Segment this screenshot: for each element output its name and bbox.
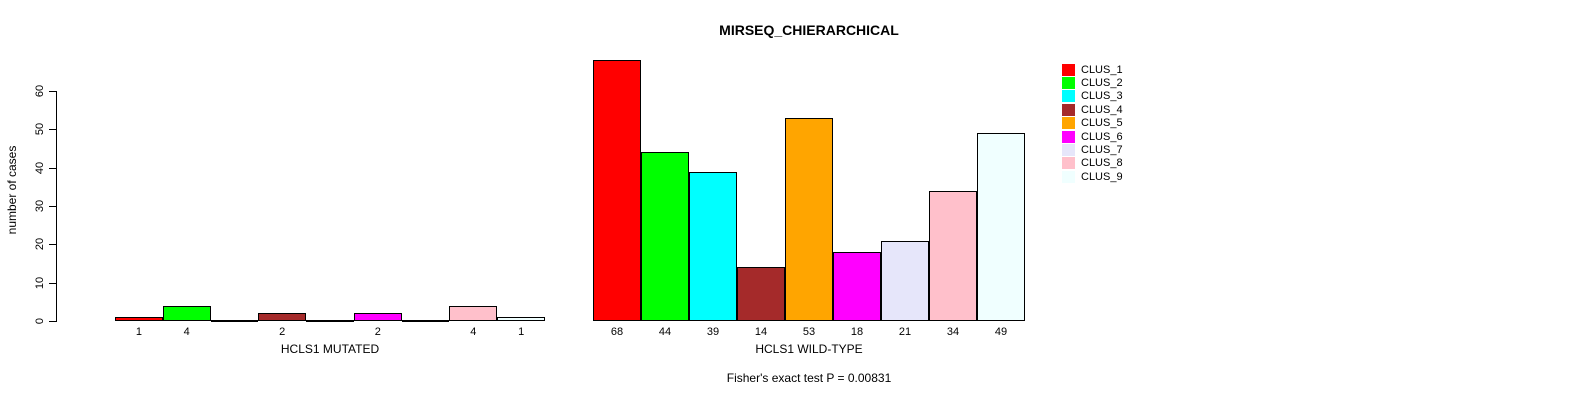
- legend-row: CLUS_6: [1062, 130, 1123, 143]
- legend-row: CLUS_4: [1062, 103, 1123, 116]
- y-axis-tick-label: 40: [34, 161, 46, 174]
- chart-title: MIRSEQ_CHIERARCHICAL: [719, 22, 899, 38]
- y-axis-tick: [49, 282, 56, 284]
- bar-CLUS_7: [401, 320, 450, 322]
- bar-CLUS_8: [449, 305, 498, 321]
- bar-value-label: 1: [135, 326, 142, 338]
- y-axis-tick: [49, 321, 56, 322]
- bar-value-label: 53: [802, 326, 816, 338]
- y-axis-tick-label: 20: [34, 238, 46, 251]
- y-axis-tick: [49, 206, 56, 207]
- bar-value-label: 14: [754, 326, 768, 338]
- bar-CLUS_9: [497, 317, 545, 321]
- bar-value-label: 2: [374, 326, 381, 338]
- bar-value-label: 49: [994, 326, 1008, 338]
- legend-label: CLUS_8: [1081, 157, 1123, 170]
- legend-row: CLUS_7: [1062, 143, 1123, 157]
- bar-CLUS_8: [929, 190, 977, 321]
- legend-swatch: [1062, 130, 1075, 143]
- y-axis-tick-label: 60: [34, 84, 46, 98]
- legend-label: CLUS_7: [1081, 144, 1123, 157]
- bar-CLUS_5: [785, 117, 833, 321]
- bar-value-label: 21: [898, 326, 912, 338]
- legend-row: CLUS_5: [1062, 117, 1123, 130]
- bar-CLUS_6: [353, 313, 402, 321]
- bar-value-label: 44: [658, 326, 672, 338]
- y-axis-tick-label: 30: [34, 199, 46, 213]
- y-axis-label: number of cases: [5, 145, 19, 235]
- legend-row: CLUS_3: [1062, 90, 1123, 103]
- legend-row: CLUS_9: [1062, 170, 1123, 183]
- legend-row: CLUS_8: [1062, 157, 1123, 170]
- bar-CLUS_3: [210, 320, 259, 322]
- fisher-test-caption: Fisher's exact test P = 0.00831: [726, 371, 892, 385]
- bar-CLUS_9: [977, 133, 1025, 321]
- legend-swatch: [1062, 117, 1075, 130]
- bar-CLUS_1: [115, 317, 163, 321]
- bar-CLUS_6: [833, 252, 881, 321]
- bar-value-label: 34: [946, 326, 960, 338]
- bar-CLUS_2: [162, 305, 211, 321]
- y-axis-tick-label: 10: [34, 276, 46, 289]
- bar-CLUS_3: [689, 171, 737, 321]
- legend-label: CLUS_1: [1081, 63, 1123, 76]
- legend-label: CLUS_3: [1081, 90, 1123, 103]
- y-axis-tick-label: 0: [34, 317, 46, 325]
- legend-swatch: [1062, 144, 1075, 157]
- legend: CLUS_1 CLUS_2 CLUS_3 CLUS_4 CLUS_5 CLUS_6 CLUS…: [1062, 63, 1123, 184]
- legend-label: CLUS_4: [1081, 103, 1123, 116]
- legend-label: CLUS_2: [1081, 77, 1123, 90]
- y-axis-tick: [49, 91, 56, 92]
- bar-value-label: 39: [706, 326, 720, 338]
- legend-label: CLUS_5: [1081, 117, 1123, 130]
- legend-row: CLUS_2: [1062, 76, 1123, 90]
- y-axis-tick: [49, 167, 56, 169]
- legend-swatch: [1062, 103, 1075, 116]
- bar-CLUS_4: [258, 313, 307, 321]
- legend-swatch: [1062, 157, 1075, 170]
- legend-row: CLUS_1: [1062, 63, 1123, 76]
- y-axis-line: [56, 91, 57, 322]
- legend-swatch: [1062, 77, 1075, 90]
- bar-value-label: 18: [850, 326, 864, 338]
- y-axis-tick: [49, 129, 56, 131]
- y-axis-tick: [49, 244, 56, 246]
- legend-label: CLUS_9: [1081, 170, 1123, 183]
- y-axis-tick-label: 50: [34, 123, 46, 136]
- legend-swatch: [1062, 90, 1075, 103]
- legend-label: CLUS_6: [1081, 130, 1123, 143]
- bar-value-label: 4: [183, 326, 190, 338]
- legend-swatch: [1062, 63, 1075, 76]
- bar-CLUS_1: [593, 60, 641, 321]
- bar-value-label: 2: [279, 326, 286, 338]
- bar-CLUS_2: [641, 152, 689, 321]
- group-label: HCLS1 MUTATED: [280, 342, 380, 356]
- bar-value-label: 1: [518, 326, 525, 338]
- bar-value-label: 4: [470, 326, 477, 338]
- bar-CLUS_4: [737, 267, 785, 321]
- bar-value-label: 68: [610, 326, 624, 338]
- group-label: HCLS1 WILD-TYPE: [755, 342, 863, 356]
- legend-swatch: [1062, 170, 1075, 183]
- bar-CLUS_7: [881, 240, 929, 321]
- bar-CLUS_5: [306, 320, 354, 322]
